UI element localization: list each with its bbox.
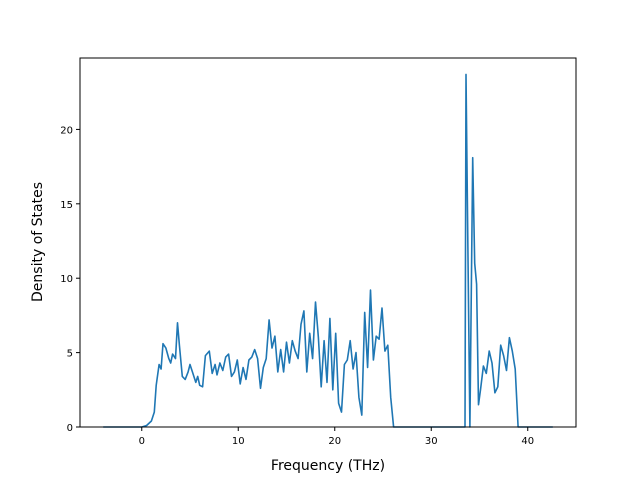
x-tick-label: 10 <box>232 436 245 447</box>
y-axis-label: Density of States <box>30 182 46 302</box>
y-tick-label: 5 <box>67 349 73 360</box>
y-tick-label: 10 <box>60 274 73 285</box>
x-axis-ticks: 0 10 20 30 40 <box>139 427 534 447</box>
series-line-0 <box>103 73 553 428</box>
y-tick-label: 20 <box>60 125 73 136</box>
x-tick-label: 0 <box>139 436 145 447</box>
x-axis-label: Frequency (THz) <box>271 458 385 474</box>
x-tick-label: 30 <box>425 436 438 447</box>
plot-content <box>103 73 553 428</box>
x-tick-label: 40 <box>521 436 534 447</box>
y-tick-label: 0 <box>67 423 73 434</box>
x-tick-label: 20 <box>328 436 341 447</box>
y-axis-ticks: 0 5 10 15 20 <box>60 125 80 434</box>
y-tick-label: 15 <box>60 200 73 211</box>
plot-frame <box>79 57 577 428</box>
